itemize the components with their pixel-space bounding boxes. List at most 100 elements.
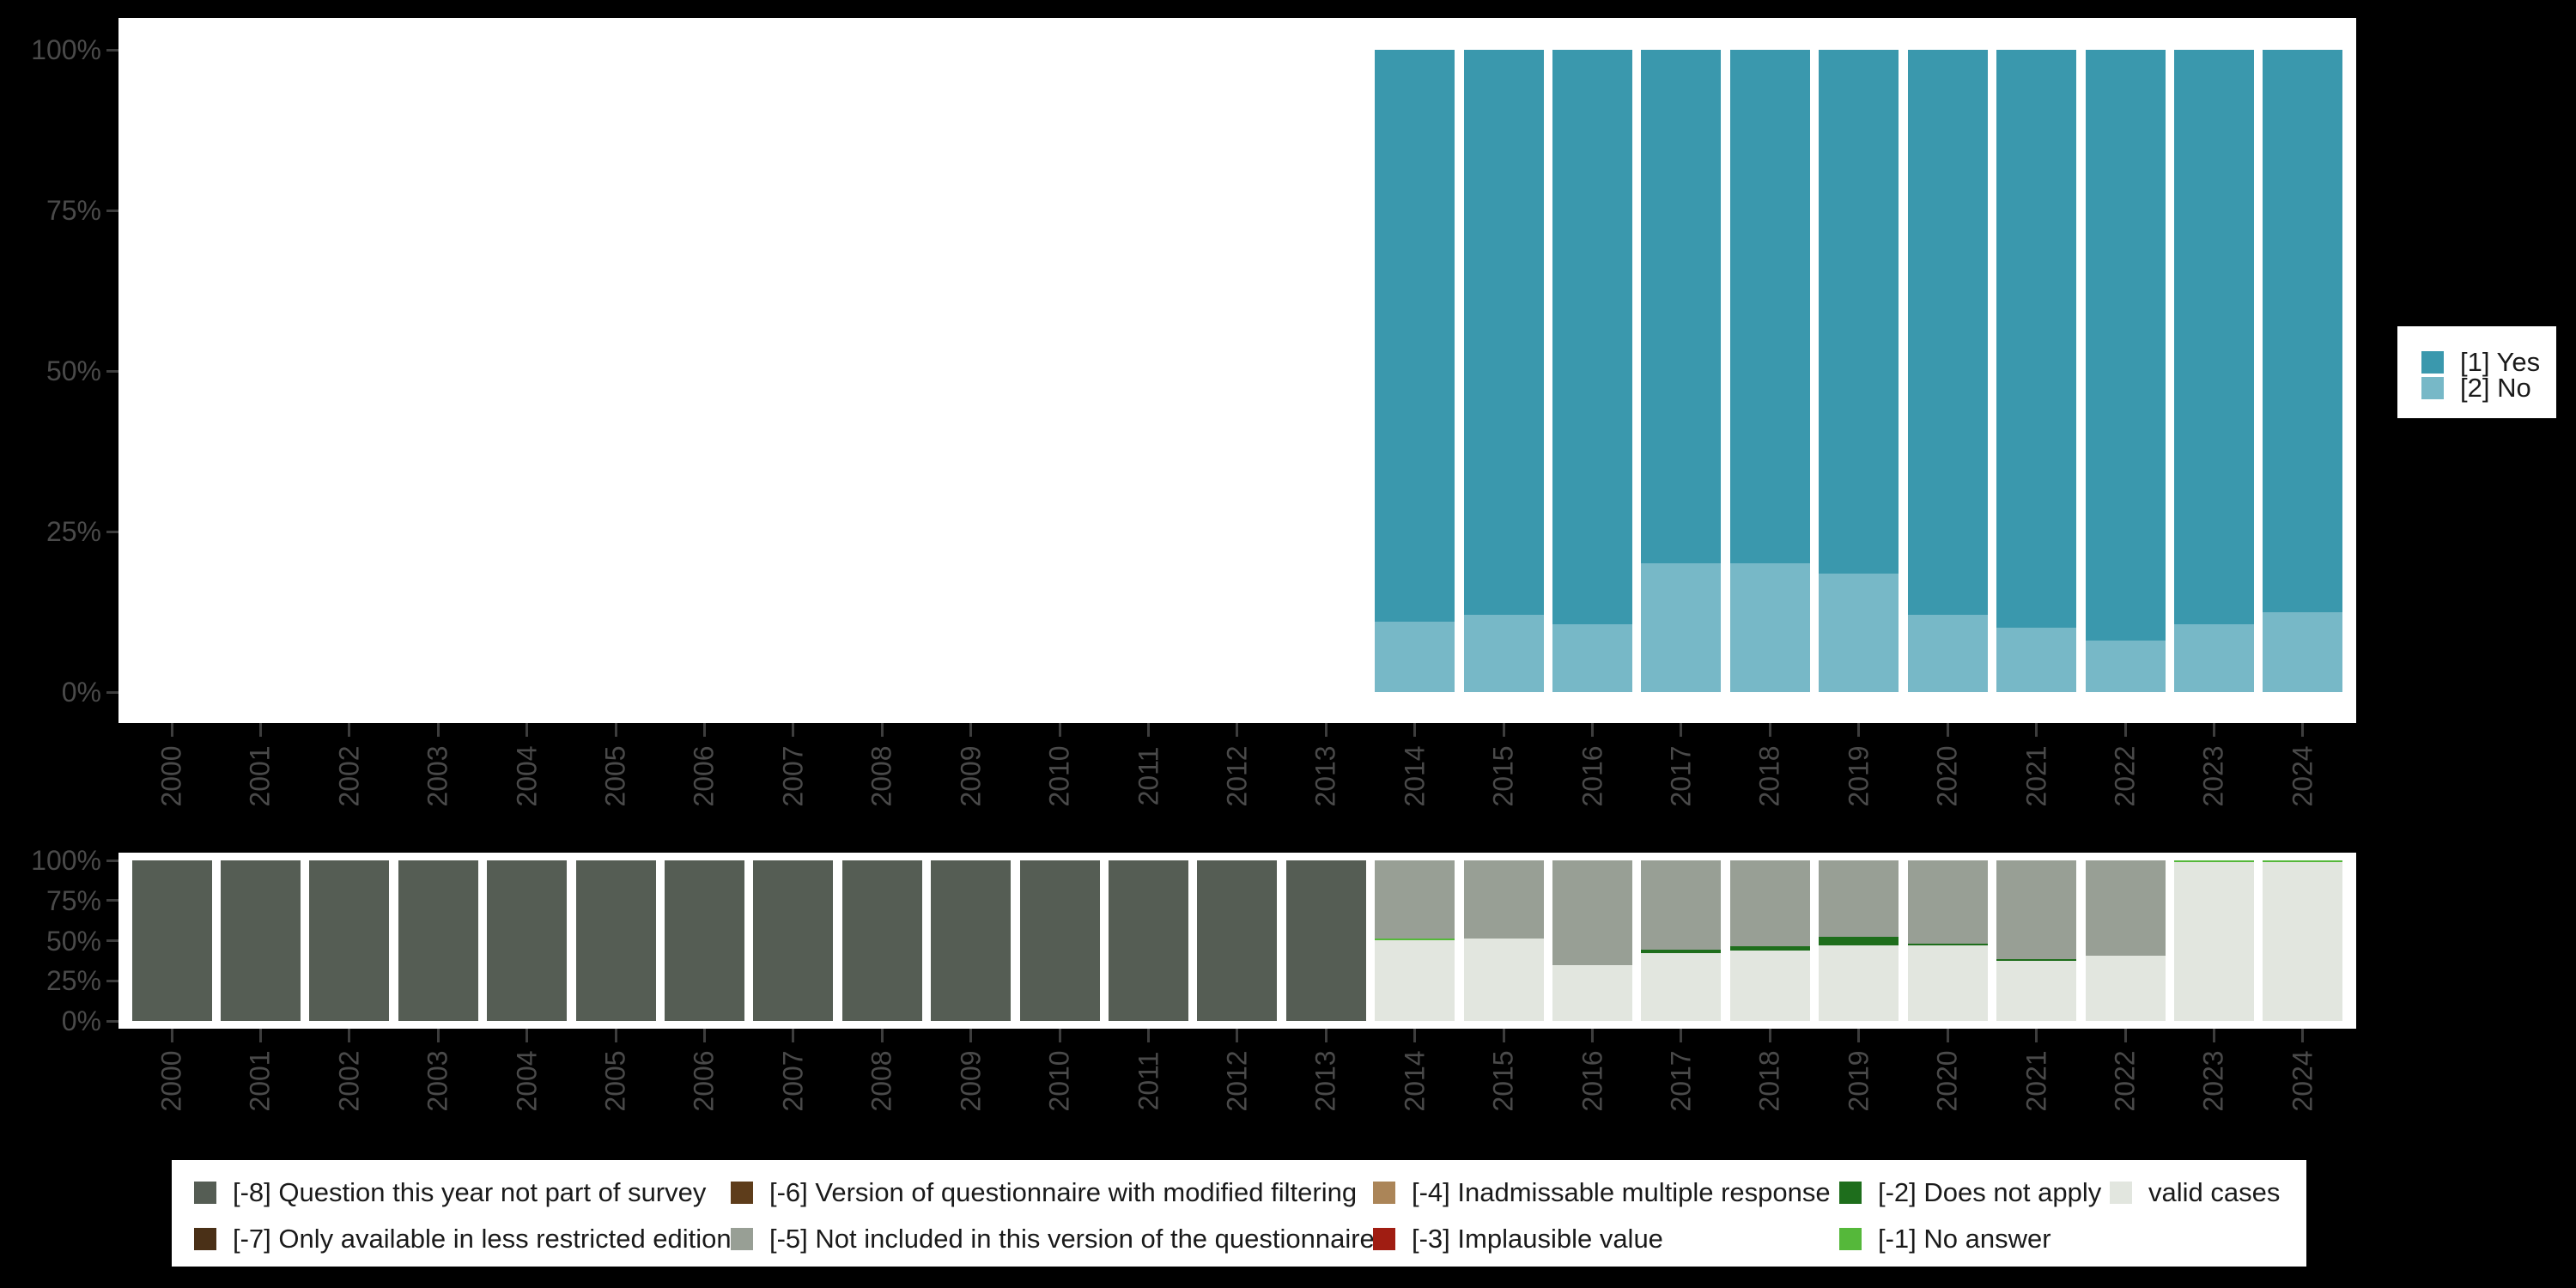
bar-segment-2008: [841, 860, 922, 1021]
bar-segment-2015: [1463, 615, 1544, 692]
x-axis-label-text: 2013: [1309, 745, 1341, 807]
bar-segment-2020: [1907, 860, 1988, 945]
legend-item: [1] Yes: [2421, 349, 2540, 375]
x-axis-tick: [1857, 1029, 1861, 1042]
x-axis-tick: [526, 1029, 529, 1042]
bar-segment-2005: [575, 860, 656, 1021]
x-axis-label-text: 2019: [1843, 1050, 1874, 1112]
bar-segment-2015: [1463, 860, 1544, 939]
bar-segment-2022: [2085, 50, 2166, 641]
bar-segment-2023: [2173, 860, 2254, 862]
bar-segment-2017: [1641, 860, 1722, 950]
x-axis-tick: [1502, 1029, 1505, 1042]
bar-segment-2001: [220, 860, 301, 1021]
x-axis-tick: [1058, 1029, 1061, 1042]
m5-swatch: [731, 1227, 753, 1250]
bar-segment-2014: [1375, 939, 1455, 1021]
x-axis-tick: [2301, 1029, 2305, 1042]
legend-item: [-6] Version of questionnaire with modif…: [731, 1179, 1357, 1206]
legend-item: [-2] Does not apply: [1839, 1179, 2101, 1206]
m6-swatch: [731, 1181, 753, 1204]
bar-segment-2018: [1729, 950, 1810, 1021]
x-axis-label-text: 2009: [955, 745, 987, 807]
legend-label: [-1] No answer: [1878, 1224, 2051, 1254]
bar-segment-2014: [1375, 50, 1455, 622]
x-axis-tick: [880, 1029, 884, 1042]
x-axis-tick: [2035, 723, 2038, 737]
x-axis-tick: [170, 1029, 173, 1042]
x-axis-label-text: 2007: [777, 1050, 809, 1112]
x-axis-tick: [614, 1029, 617, 1042]
x-axis-tick: [614, 723, 617, 737]
x-axis-tick: [526, 723, 529, 737]
x-axis-tick: [348, 1029, 351, 1042]
bar-segment-2023: [2173, 861, 2254, 1021]
x-axis-tick: [1591, 723, 1595, 737]
bar-segment-2020: [1907, 615, 1988, 692]
x-axis-tick: [436, 723, 440, 737]
x-axis-label-text: 2019: [1843, 745, 1874, 807]
x-axis-tick: [1768, 723, 1771, 737]
x-axis-tick: [2123, 1029, 2127, 1042]
x-axis-label-text: 2010: [1043, 1050, 1075, 1112]
x-axis-tick: [1857, 723, 1861, 737]
m3-swatch: [1373, 1227, 1395, 1250]
x-axis-label-text: 2009: [955, 1050, 987, 1112]
bar-segment-2002: [309, 860, 390, 1021]
x-axis-label-text: 2007: [777, 745, 809, 807]
legend-item: [-8] Question this year not part of surv…: [194, 1179, 706, 1206]
legend-label: [-3] Implausible value: [1412, 1224, 1663, 1254]
y-axis-tick: [106, 859, 118, 862]
bar-segment-2006: [664, 860, 744, 1021]
x-axis-label-text: 2014: [1399, 745, 1431, 807]
m2-swatch: [1839, 1181, 1862, 1204]
legend-label: [-4] Inadmissable multiple response: [1412, 1177, 1831, 1207]
bar-segment-2017: [1641, 50, 1722, 564]
x-axis-tick: [969, 723, 973, 737]
x-axis-label-text: 2022: [2109, 745, 2141, 807]
y-axis-tick: [106, 690, 118, 694]
x-axis-label-text: 2006: [688, 1050, 720, 1112]
bar-segment-2021: [1996, 50, 2077, 629]
x-axis-label-text: 2020: [1931, 745, 1963, 807]
x-axis-tick: [348, 723, 351, 737]
x-axis-tick: [1324, 1029, 1327, 1042]
bar-segment-2018: [1729, 860, 1810, 947]
x-axis-label-text: 2024: [2287, 745, 2318, 807]
x-axis-tick: [2301, 723, 2305, 737]
y-axis-label: 25%: [46, 516, 101, 547]
legend-label: [2] No: [2460, 373, 2531, 403]
x-axis-label-text: 2018: [1753, 1050, 1785, 1112]
bar-segment-2018: [1729, 50, 1810, 564]
x-axis-tick: [1413, 1029, 1417, 1042]
x-axis-label-text: 2004: [511, 745, 543, 807]
bar-segment-2017: [1641, 563, 1722, 692]
bar-segment-2007: [753, 860, 834, 1021]
x-axis-label-text: 2011: [1133, 746, 1163, 806]
bar-segment-2020: [1907, 945, 1988, 1021]
x-axis-label-text: 2017: [1665, 1050, 1697, 1112]
x-axis-tick: [792, 723, 795, 737]
x-axis-label-text: 2016: [1577, 1050, 1608, 1112]
bar-segment-2024: [2263, 50, 2343, 612]
x-axis-label-text: 2012: [1221, 1050, 1253, 1112]
bar-segment-2013: [1285, 860, 1366, 1021]
bar-segment-2024: [2263, 611, 2343, 692]
x-axis-tick: [1058, 723, 1061, 737]
bar-segment-2019: [1819, 50, 1899, 574]
bar-segment-2014: [1375, 860, 1455, 939]
x-axis-label-text: 2006: [688, 745, 720, 807]
x-axis-label-text: 2001: [244, 745, 276, 807]
bar-segment-2015: [1463, 50, 1544, 616]
x-axis-tick: [1413, 723, 1417, 737]
x-axis-label-text: 2004: [511, 1050, 543, 1112]
x-axis-tick: [1680, 1029, 1683, 1042]
x-axis-label-text: 2014: [1399, 1050, 1431, 1112]
bar-segment-2020: [1907, 50, 1988, 616]
bar-segment-2019: [1819, 945, 1899, 1021]
y-axis-label: 50%: [46, 355, 101, 386]
x-axis-tick: [258, 1029, 262, 1042]
x-axis-tick: [1147, 723, 1150, 737]
bar-segment-2003: [398, 860, 478, 1021]
